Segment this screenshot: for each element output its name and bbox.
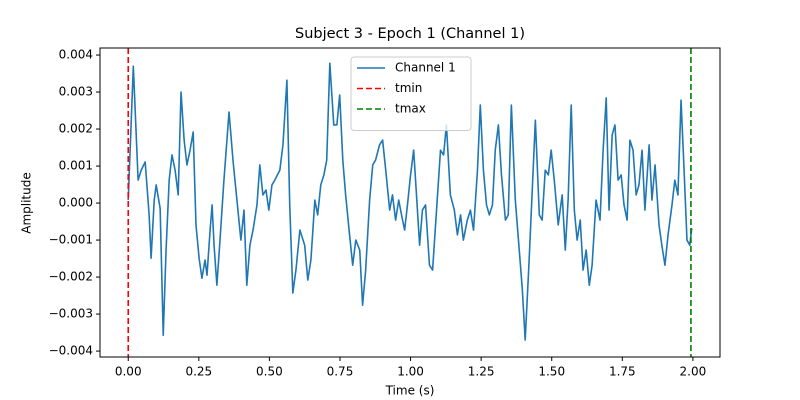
y-tick-label: 0.002 bbox=[59, 122, 93, 136]
y-tick-label: −0.001 bbox=[49, 233, 93, 247]
y-axis-label: Amplitude bbox=[20, 172, 34, 234]
x-tick-label: 0.25 bbox=[185, 365, 212, 379]
x-tick-label: 1.00 bbox=[397, 365, 424, 379]
y-tick-label: −0.003 bbox=[49, 307, 93, 321]
x-axis-label: Time (s) bbox=[385, 384, 435, 398]
legend-label: tmin bbox=[395, 81, 422, 95]
x-tick-label: 2.00 bbox=[680, 365, 707, 379]
legend-label: Channel 1 bbox=[395, 61, 456, 75]
y-tick-label: 0.004 bbox=[59, 48, 93, 62]
x-tick-label: 1.25 bbox=[468, 365, 495, 379]
axes-frame bbox=[99, 47, 721, 358]
x-tick-label: 1.75 bbox=[609, 365, 636, 379]
x-tick-label: 0.75 bbox=[327, 365, 354, 379]
x-tick-label: 1.50 bbox=[538, 365, 565, 379]
y-tick-label: 0.000 bbox=[59, 196, 93, 210]
x-tick-label: 0.00 bbox=[115, 365, 142, 379]
y-tick-label: −0.004 bbox=[49, 344, 93, 358]
line-series bbox=[127, 62, 693, 341]
legend-box bbox=[350, 56, 472, 131]
y-tick-label: 0.001 bbox=[59, 159, 93, 173]
chart-title: Subject 3 - Epoch 1 (Channel 1) bbox=[295, 26, 525, 42]
legend-label: tmax bbox=[395, 102, 426, 116]
y-tick-label: 0.003 bbox=[59, 85, 93, 99]
x-tick-label: 0.50 bbox=[256, 365, 283, 379]
y-tick-label: −0.002 bbox=[49, 270, 93, 284]
